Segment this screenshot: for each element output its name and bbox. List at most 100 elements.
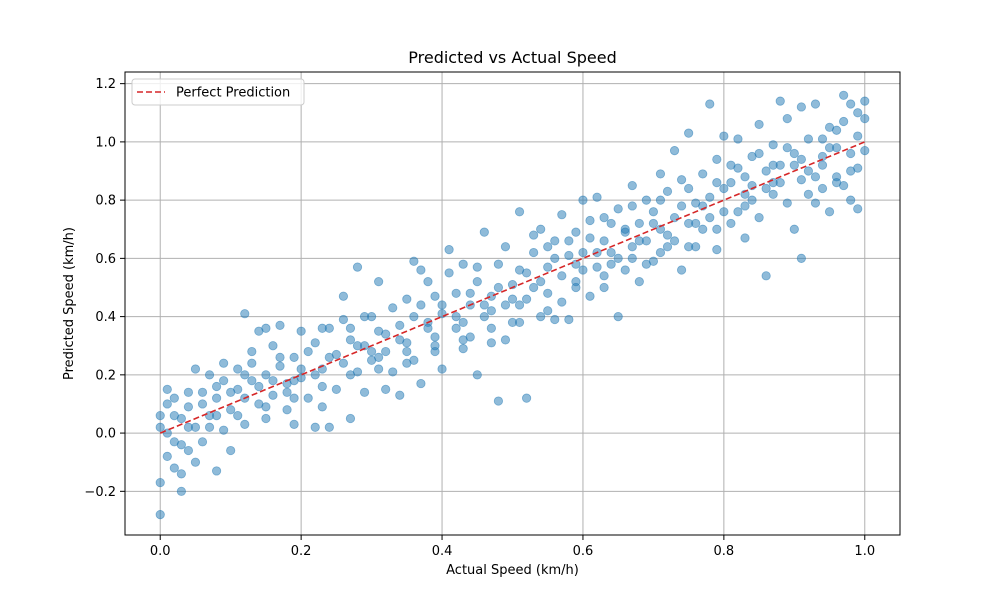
scatter-point bbox=[289, 376, 299, 386]
scatter-point bbox=[550, 236, 560, 246]
scatter-point bbox=[275, 361, 285, 371]
scatter-point bbox=[747, 195, 757, 205]
scatter-point bbox=[254, 381, 264, 392]
scatter-point bbox=[796, 154, 806, 164]
scatter-point bbox=[296, 364, 306, 374]
scatter-point bbox=[824, 207, 835, 217]
scatter-point bbox=[197, 399, 208, 409]
scatter-point bbox=[458, 335, 468, 345]
scatter-point bbox=[655, 169, 666, 179]
scatter-point bbox=[684, 128, 694, 138]
scatter-point bbox=[155, 422, 165, 432]
scatter-point bbox=[444, 268, 454, 278]
scatter-point bbox=[317, 381, 327, 392]
x-tick-label: 0.2 bbox=[291, 544, 312, 559]
scatter-point bbox=[345, 335, 356, 345]
scatter-point bbox=[197, 437, 208, 447]
chart-title: Predicted vs Actual Speed bbox=[408, 48, 616, 67]
scatter-point bbox=[338, 314, 349, 325]
y-tick-label: 0.4 bbox=[95, 310, 116, 325]
scatter-point bbox=[458, 259, 468, 269]
scatter-point bbox=[211, 466, 222, 476]
scatter-point bbox=[846, 148, 856, 159]
scatter-point bbox=[268, 390, 278, 400]
scatter-point bbox=[599, 282, 609, 293]
scatter-point bbox=[761, 166, 771, 176]
scatter-point bbox=[416, 265, 426, 275]
scatter-point bbox=[451, 323, 461, 333]
x-tick-label: 1.0 bbox=[854, 544, 875, 559]
scatter-point bbox=[768, 178, 778, 188]
scatter-point bbox=[853, 131, 863, 141]
scatter-point bbox=[550, 253, 560, 263]
scatter-point bbox=[211, 411, 222, 421]
scatter-point bbox=[155, 510, 165, 520]
scatter-point bbox=[472, 370, 482, 380]
scatter-point bbox=[719, 207, 729, 217]
scatter-point bbox=[486, 291, 496, 301]
scatter-point bbox=[500, 300, 511, 310]
scatter-point bbox=[571, 227, 581, 237]
scatter-point bbox=[261, 402, 271, 412]
scatter-point bbox=[585, 233, 595, 243]
x-tick-label: 0.4 bbox=[432, 544, 453, 559]
scatter-point bbox=[740, 233, 750, 243]
scatter-point bbox=[317, 402, 327, 412]
scatter-point bbox=[627, 201, 637, 211]
scatter-point bbox=[176, 440, 186, 450]
scatter-point bbox=[789, 160, 799, 170]
scatter-point bbox=[803, 134, 814, 144]
scatter-point bbox=[606, 247, 616, 258]
scatter-point bbox=[543, 242, 553, 252]
y-tick-label: 1.2 bbox=[95, 77, 116, 92]
scatter-point bbox=[599, 212, 609, 223]
scatter-point bbox=[768, 189, 778, 199]
scatter-point bbox=[564, 236, 574, 246]
scatter-point bbox=[782, 143, 792, 153]
perfect-prediction-line bbox=[159, 141, 866, 434]
scatter-point bbox=[261, 413, 271, 424]
scatter-point bbox=[803, 189, 814, 199]
scatter-point bbox=[536, 224, 546, 234]
scatter-point bbox=[514, 207, 525, 217]
y-tick-label: 0.2 bbox=[95, 368, 116, 383]
scatter-point bbox=[268, 376, 278, 386]
scatter-points bbox=[155, 90, 870, 520]
scatter-point bbox=[782, 198, 792, 208]
scatter-point bbox=[627, 253, 637, 263]
y-tick-label: 0.6 bbox=[95, 252, 116, 267]
scatter-point bbox=[247, 376, 257, 386]
scatter-point bbox=[183, 422, 194, 432]
axis-ticks: 0.0 0.2 0.4 0.6 0.8 1.0 −0.2 0.0 0.2 0.4 0.6 0.8 1.0… bbox=[84, 77, 875, 559]
scatter-point bbox=[796, 102, 806, 112]
scatter-point bbox=[493, 282, 504, 293]
scatter-point bbox=[479, 312, 489, 322]
scatter-point bbox=[345, 413, 356, 424]
scatter-point bbox=[831, 178, 842, 188]
legend-box bbox=[131, 78, 305, 106]
scatter-point bbox=[303, 346, 313, 357]
scatter-point bbox=[472, 277, 482, 287]
scatter-point bbox=[846, 166, 856, 176]
scatter-point bbox=[669, 212, 680, 223]
scatter-point bbox=[183, 402, 194, 412]
scatter-point bbox=[247, 358, 257, 368]
scatter-point bbox=[359, 387, 370, 397]
legend-entry-perfect-prediction: Perfect Prediction bbox=[176, 86, 290, 101]
scatter-point bbox=[289, 352, 299, 362]
scatter-point bbox=[719, 183, 729, 194]
scatter-point bbox=[352, 262, 363, 272]
scatter-point bbox=[226, 445, 236, 456]
scatter-point bbox=[627, 242, 637, 252]
scatter-point bbox=[500, 335, 511, 345]
scatter-point bbox=[789, 224, 799, 234]
scatter-point bbox=[486, 338, 496, 348]
scatter-point bbox=[817, 160, 828, 170]
y-axis-label: Predicted Speed (km/h) bbox=[62, 227, 77, 380]
scatter-point bbox=[606, 218, 616, 229]
reference-line-layer bbox=[159, 141, 866, 434]
scatter-point bbox=[536, 277, 546, 287]
scatter-point bbox=[521, 294, 532, 304]
scatter-point bbox=[324, 352, 334, 362]
scatter-point bbox=[592, 192, 602, 202]
